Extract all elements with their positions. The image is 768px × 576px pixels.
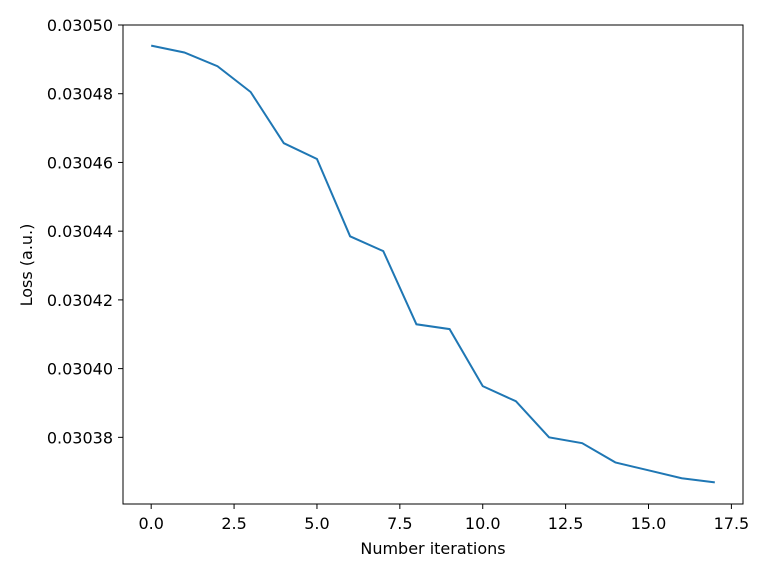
plot-frame	[122, 24, 744, 505]
x-tick-label: 15.0	[631, 514, 667, 533]
y-tick-label: 0.03042	[47, 291, 113, 310]
x-tick-label: 17.5	[714, 514, 750, 533]
y-axis-label: Loss (a.u.)	[17, 224, 36, 307]
x-tick-label: 7.5	[387, 514, 412, 533]
x-axis-label: Number iterations	[360, 539, 505, 558]
y-tick-label: 0.03050	[47, 16, 113, 35]
x-tick-label: 12.5	[548, 514, 584, 533]
y-tick-label: 0.03038	[47, 428, 113, 447]
y-tick-label: 0.03044	[47, 222, 113, 241]
x-tick-label: 10.0	[465, 514, 501, 533]
x-tick-label: 2.5	[221, 514, 246, 533]
line	[150, 44, 715, 484]
y-tick-label: 0.03040	[47, 360, 113, 379]
x-tick-label: 0.0	[138, 514, 163, 533]
y-tick-label: 0.03046	[47, 153, 113, 172]
y-tick-label: 0.03048	[47, 85, 113, 104]
x-tick-label: 5.0	[304, 514, 329, 533]
